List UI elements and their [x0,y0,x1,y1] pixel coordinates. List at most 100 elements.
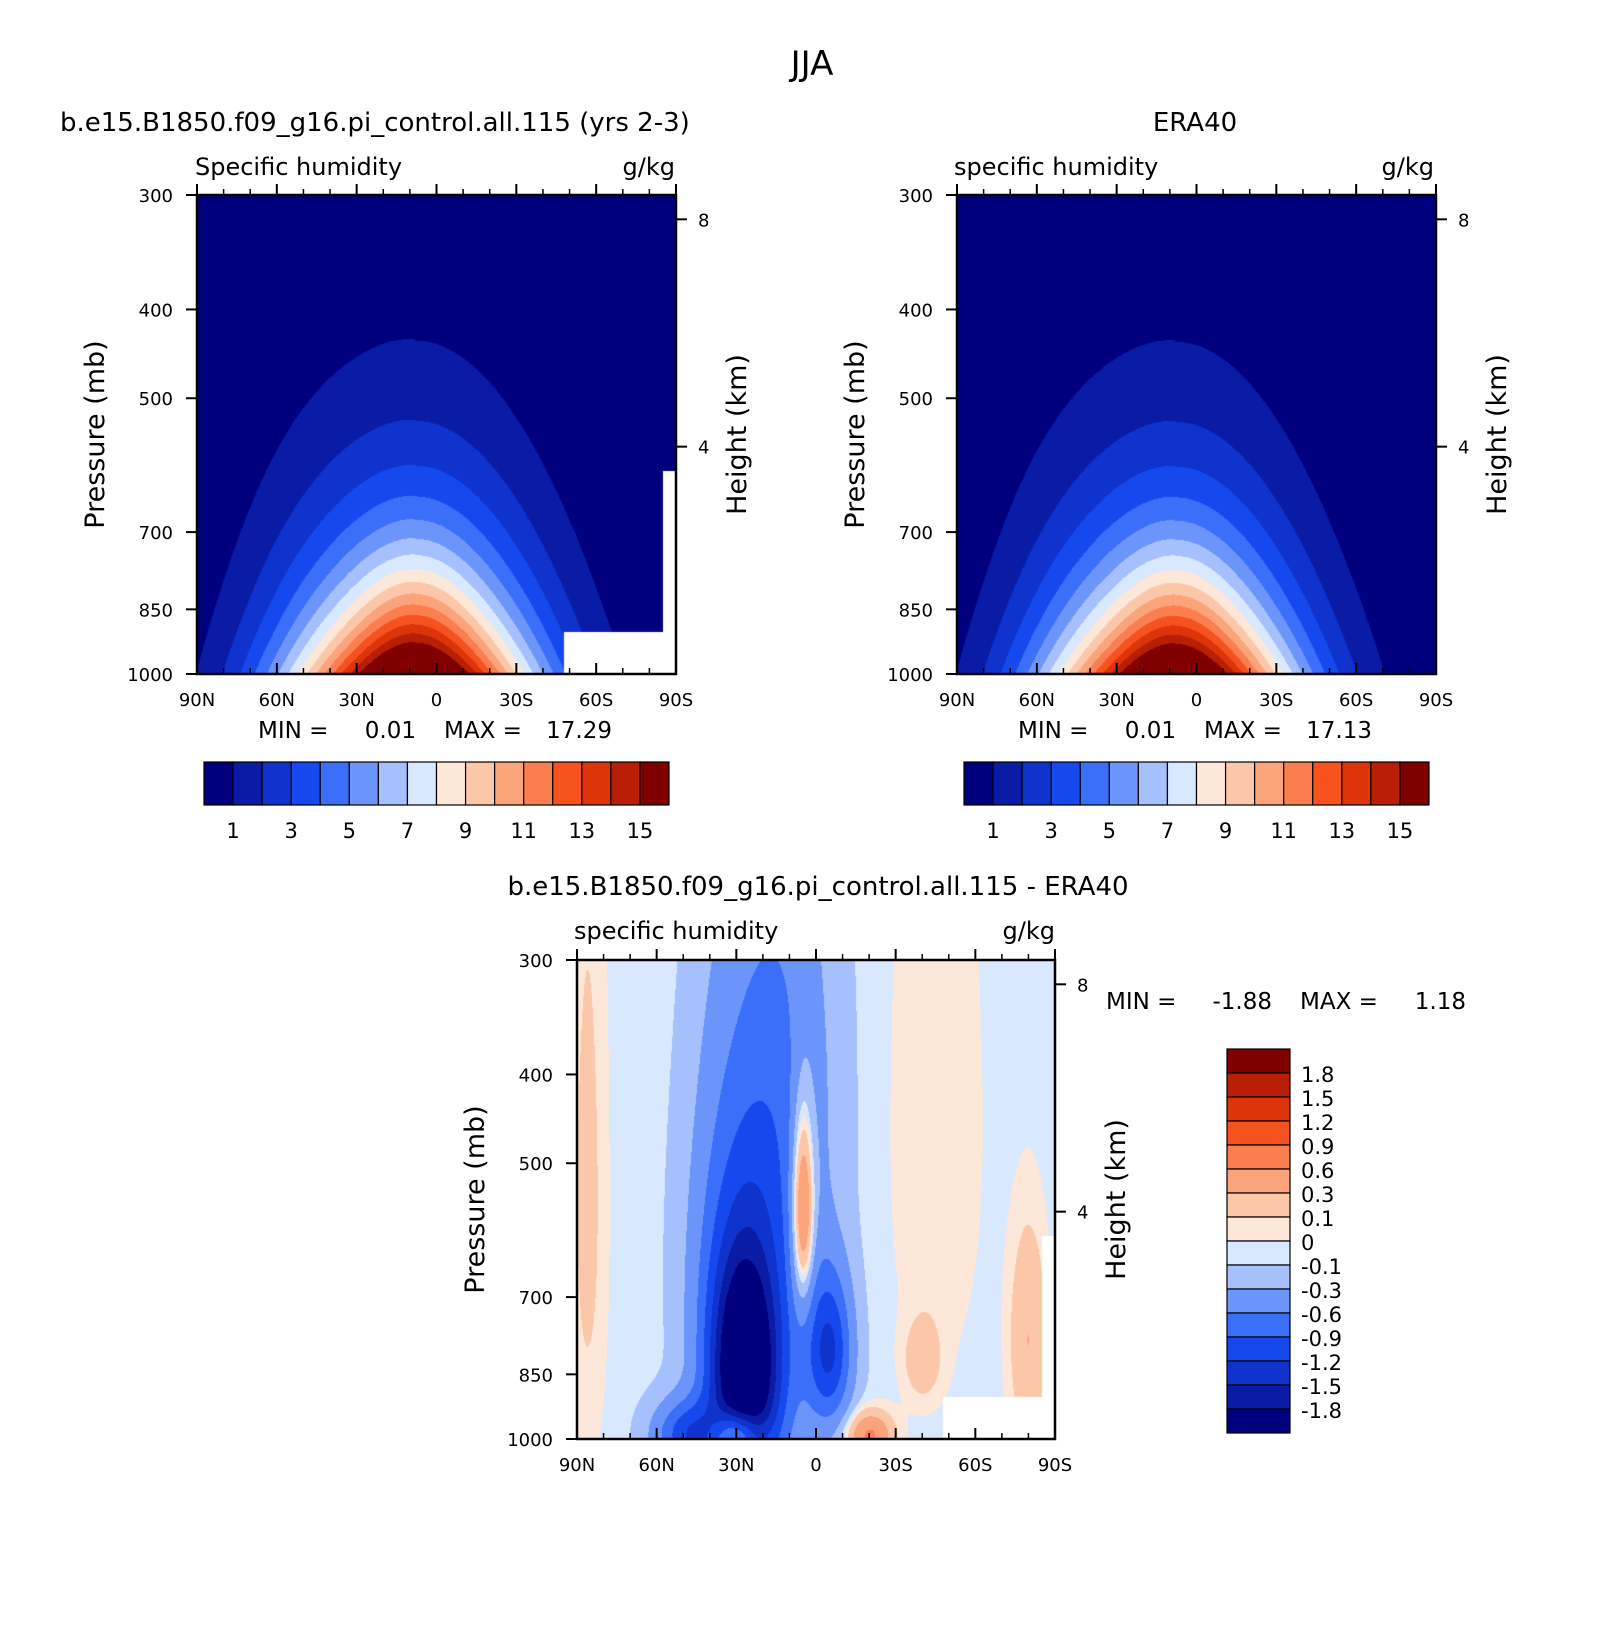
colorbar-label: 15 [627,819,654,843]
colorbar-label: -0.9 [1301,1327,1342,1351]
colorbar-label: 1.2 [1301,1111,1334,1135]
panel-difference-variable-label: specific humidity [574,917,778,945]
stats-min-label: MIN = [1018,718,1088,744]
colorbar-box [1226,1192,1291,1218]
colorbar-box [523,761,554,806]
colorbar-box [494,761,525,806]
x-tick-label: 60S [579,690,613,711]
x-tick-label: 90N [179,690,215,711]
colorbar-box [377,761,409,806]
colorbar-label: 7 [401,819,414,843]
colorbar-box [1226,1384,1291,1410]
y2-axis-title: Height (km) [1482,354,1513,515]
colorbar-label: 3 [285,819,298,843]
colorbar-box [552,761,583,806]
colorbar-box [1226,1312,1291,1338]
colorbar-box [581,761,612,806]
y2-tick-label: 8 [1458,210,1469,231]
colorbar-label: -1.2 [1301,1351,1342,1375]
colorbar-box [1226,1096,1291,1122]
y-tick-label: 850 [139,600,173,621]
x-tick-label: 60N [259,690,295,711]
y-tick-label: 1000 [507,1430,553,1451]
colorbar-label: 0.6 [1301,1159,1334,1183]
y2-tick-label: 4 [1458,438,1469,459]
colorbar-box [1226,1264,1291,1290]
panel-model-plot: 90N 60N 30N 0 30S 60S 90S 300 400 500 700 850 1000 8 4… [80,184,753,843]
stats-max-label: MAX = [1204,718,1282,744]
colorbar-box [1226,1360,1291,1386]
x-tick-label: 30N [1098,690,1134,711]
stats-min-label: MIN = [1106,989,1176,1015]
colorbar-box [1166,761,1198,806]
colorbar-box [1226,1288,1291,1314]
y2-tick-label: 4 [1077,1203,1088,1224]
colorbar-box [1224,761,1256,806]
x-tick-label: 0 [431,690,442,711]
colorbar-box [1050,761,1081,806]
colorbar-label: 0 [1301,1231,1314,1255]
colorbar-box [290,761,321,806]
panel-model-units-label: g/kg [623,153,675,181]
colorbar-box [1226,1048,1291,1074]
colorbar-label: -0.6 [1301,1303,1342,1327]
y-tick-label: 300 [139,186,173,207]
x-tick-label: 90S [1419,690,1453,711]
colorbar-box [1226,1120,1291,1146]
x-tick-label: 90S [659,690,693,711]
colorbar-box [1341,761,1372,806]
colorbar-box [992,761,1023,806]
colorbar-box [1226,1336,1291,1362]
colorbar-box [1226,1168,1291,1194]
colorbar-box [1254,761,1285,806]
colorbar-label: 3 [1045,819,1058,843]
panel-model-title: b.e15.B1850.f09_g16.pi_control.all.115 (… [60,108,690,138]
colorbar-label: 1 [986,819,999,843]
colorbar-label: 9 [459,819,472,843]
stats-max-value: 17.13 [1306,718,1372,744]
colorbar-box [435,761,467,806]
y-tick-label: 500 [519,1154,553,1175]
y-tick-label: 1000 [887,665,933,686]
x-tick-label: 30N [718,1455,754,1476]
colorbar-label: 5 [1103,819,1116,843]
colorbar-label: 9 [1219,819,1232,843]
y-tick-label: 850 [899,600,933,621]
colorbar-box [1226,1240,1291,1266]
x-tick-label: 60N [1019,690,1055,711]
stats-max-value: 17.29 [546,718,612,744]
colorbar-box [1226,1144,1291,1170]
stats-max-label: MAX = [1300,989,1378,1015]
panel-obs-units-label: g/kg [1382,153,1434,181]
x-tick-label: 0 [1191,690,1202,711]
colorbar-box [1079,761,1110,806]
colorbar-box [1195,761,1227,806]
x-tick-label: 60S [1339,690,1373,711]
x-tick-label: 90N [559,1455,595,1476]
contour-fill [957,195,1436,674]
figure-title: JJA [789,44,834,84]
panel-model: b.e15.B1850.f09_g16.pi_control.all.115 (… [60,108,753,843]
x-tick-label: 30S [499,690,533,711]
panel-model-variable-label: Specific humidity [195,153,402,181]
colorbar-box [348,761,379,806]
stats-min-value: -1.88 [1212,989,1272,1015]
colorbar-label: 15 [1387,819,1414,843]
y-tick-label: 1000 [127,665,173,686]
x-tick-label: 90N [939,690,975,711]
colorbar-box [963,761,994,806]
colorbar-label: 7 [1161,819,1174,843]
colorbar-label: 0.3 [1301,1183,1334,1207]
y2-axis-title: Height (km) [722,354,753,515]
y-tick-label: 400 [519,1065,553,1086]
stats-min-value: 0.01 [365,718,416,744]
stats-min-label: MIN = [258,718,328,744]
y2-axis-title: Height (km) [1101,1119,1132,1280]
y-tick-label: 500 [899,389,933,410]
colorbar-label: 1 [226,819,239,843]
colorbar-box [1399,761,1430,806]
y-tick-label: 500 [139,389,173,410]
colorbar-box [464,761,496,806]
x-tick-label: 30S [1259,690,1293,711]
